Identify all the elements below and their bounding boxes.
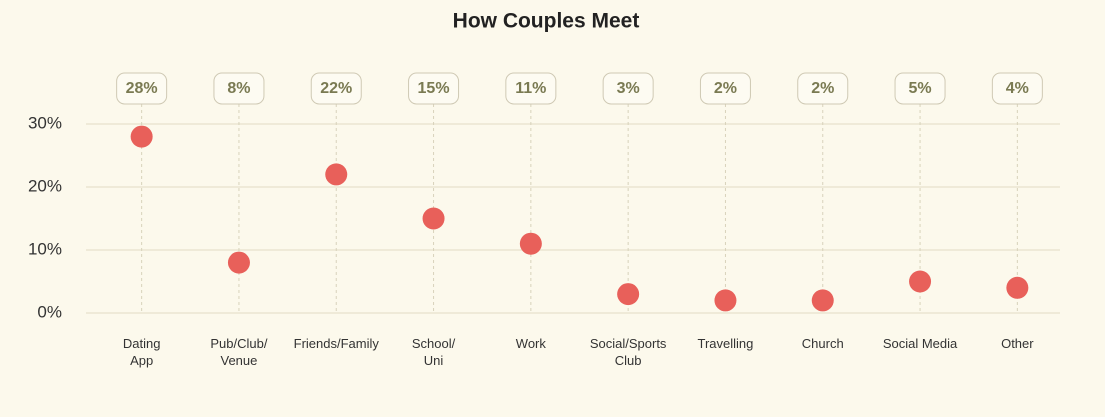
value-label-box: [797, 72, 849, 105]
x-tick-label: Friends/Family: [293, 336, 379, 351]
dot: [325, 163, 348, 186]
value-label-box: [699, 72, 751, 105]
chart-title: How Couples Meet: [453, 10, 640, 33]
y-tick-label: 10%: [28, 239, 62, 258]
dot: [130, 125, 153, 148]
y-tick-label: 0%: [37, 302, 62, 321]
x-tick-label: Social Media: [882, 336, 958, 351]
dot: [714, 289, 737, 312]
value-label: 4%: [1006, 80, 1029, 97]
value-label: 8%: [227, 80, 250, 97]
dot: [909, 270, 932, 293]
value-label-box: [894, 72, 946, 105]
value-label: 11%: [515, 80, 546, 97]
value-label: 2%: [714, 80, 737, 97]
y-tick-label: 20%: [28, 176, 62, 195]
x-tick-label: Work: [515, 336, 546, 351]
dot: [519, 232, 542, 255]
value-label: 2%: [811, 80, 834, 97]
value-label-box: [505, 72, 557, 105]
value-label: 5%: [908, 80, 931, 97]
value-label: 22%: [320, 80, 352, 97]
dot: [422, 207, 445, 230]
dot: [617, 283, 640, 306]
dot: [1006, 276, 1029, 299]
value-label-box: [310, 72, 362, 105]
x-tick-label: Dating App: [122, 336, 161, 368]
value-label-box: [408, 72, 460, 105]
x-tick-label: Pub/Club/ Venue: [210, 336, 268, 368]
x-tick-label: Travelling: [697, 336, 754, 351]
value-label: 3%: [617, 80, 640, 97]
value-label: 15%: [418, 80, 450, 97]
x-tick-label: Other: [1001, 336, 1034, 351]
value-label-box: [116, 72, 168, 105]
value-label-box: [991, 72, 1043, 105]
dot: [811, 289, 834, 312]
x-tick-label: School/ Uni: [411, 336, 456, 368]
dot: [227, 251, 250, 274]
x-tick-label: Social/Sports Club: [589, 336, 667, 368]
value-label-box: [213, 72, 265, 105]
x-tick-label: Church: [801, 336, 844, 351]
y-tick-label: 30%: [28, 113, 62, 132]
value-label-box: [602, 72, 654, 105]
value-label: 28%: [126, 80, 158, 97]
